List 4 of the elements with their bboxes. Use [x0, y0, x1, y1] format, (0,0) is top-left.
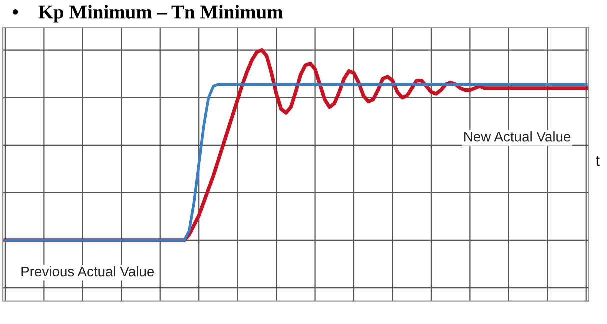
- x-axis-title: t: [596, 156, 600, 166]
- annotation: New Actual Value: [464, 132, 571, 142]
- chart-title: • Kp Minimum – Tn Minimum: [12, 5, 283, 23]
- text: Previous Actual Value: [22, 266, 154, 277]
